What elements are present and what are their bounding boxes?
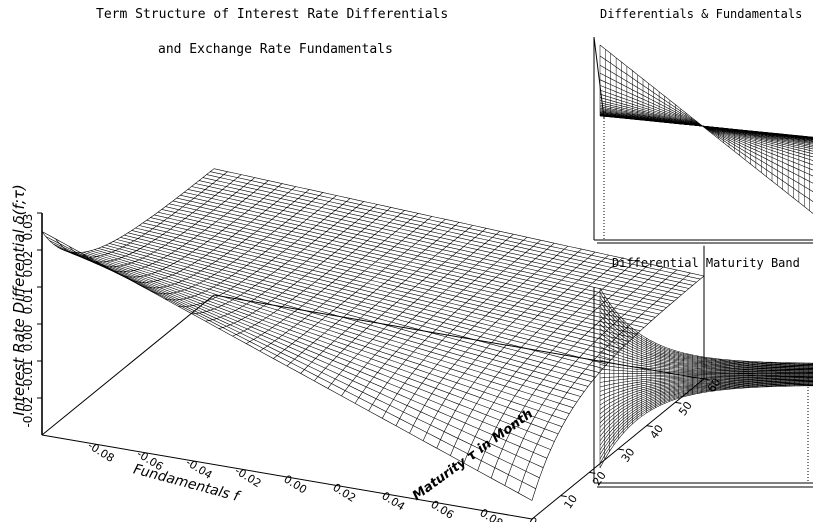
grid-line-maturity	[150, 217, 641, 332]
z-tick-label: 0.01	[21, 288, 35, 315]
panel1-edge	[593, 36, 605, 119]
grid-line-maturity	[202, 177, 693, 286]
grid-line-maturity	[146, 220, 637, 335]
grid-line-maturity	[109, 243, 600, 373]
grid-line-maturity	[161, 209, 652, 321]
panel2-curve	[599, 382, 813, 446]
grid-line-maturity	[83, 251, 574, 408]
grid-line-maturity	[94, 249, 585, 392]
panel2-curve	[599, 301, 813, 366]
grid-line-maturity	[157, 211, 648, 325]
grid-line-maturity	[64, 250, 555, 442]
grid-line-maturity	[127, 232, 619, 353]
z-tick-label: 0.03	[21, 214, 35, 241]
grid-line-maturity	[68, 251, 559, 435]
grid-line-maturity	[98, 248, 589, 387]
grid-line-maturity	[180, 194, 671, 305]
grid-line-maturity	[206, 174, 697, 283]
grid-line-maturity	[187, 189, 678, 299]
surface-wireframe	[41, 168, 705, 501]
grid-line-maturity	[101, 246, 592, 382]
grid-line-maturity	[53, 243, 544, 468]
z-tick-label: -0.01	[21, 359, 35, 390]
grid-line-maturity	[79, 252, 570, 414]
grid-line-maturity	[169, 203, 660, 315]
z-tick-label: 0.00	[21, 325, 35, 352]
z-tick-label: 0.02	[21, 251, 35, 278]
y-tick	[646, 425, 653, 428]
grid-line-maturity	[56, 246, 548, 459]
grid-line-maturity	[213, 168, 705, 277]
grid-line-maturity	[131, 230, 622, 349]
y-tick	[675, 401, 682, 404]
grid-line-maturity	[86, 251, 577, 403]
grid-line-maturity	[112, 241, 604, 369]
grid-line-maturity	[198, 180, 690, 289]
z-axis-title: Interest Rate Differential δ(f;τ)	[10, 184, 28, 416]
grid-line-maturity	[49, 240, 540, 479]
y-tick	[617, 448, 625, 451]
grid-line-maturity	[105, 244, 596, 378]
grid-line-maturity	[195, 183, 686, 292]
main-title-line2: and Exchange Rate Fundamentals	[158, 42, 393, 57]
axis-line	[41, 294, 215, 436]
grid-line-maturity	[210, 171, 701, 280]
grid-line-maturity	[135, 227, 626, 346]
grid-line-maturity	[191, 186, 682, 296]
side-title-top: Differentials & Fundamentals	[600, 7, 803, 21]
axis-line	[41, 434, 533, 520]
grid-line-maturity	[124, 234, 615, 357]
grid-line-maturity	[60, 248, 551, 450]
y-tick	[560, 495, 567, 498]
grid-line-maturity	[116, 239, 607, 365]
grid-line-maturity	[120, 237, 611, 361]
grid-line-maturity	[75, 252, 566, 421]
grid-line-maturity	[154, 214, 645, 328]
grid-line-maturity	[90, 250, 581, 397]
grid-line-maturity	[139, 225, 630, 342]
grid-line-maturity	[71, 252, 562, 427]
panel1-curve	[599, 115, 813, 138]
side-title-bottom: Differential Maturity Band	[612, 256, 800, 270]
panel2-curve	[599, 385, 813, 469]
grid-line-maturity	[142, 222, 634, 338]
grid-line-maturity	[165, 206, 656, 318]
panel2-curve	[599, 305, 813, 366]
grid-line-maturity	[176, 197, 667, 308]
grid-line-maturity	[172, 200, 663, 312]
x-tick-label: 0.10	[526, 515, 554, 522]
z-tick-label: -0.02	[21, 396, 35, 427]
panel2-curve	[599, 383, 813, 451]
grid-line-maturity	[184, 192, 675, 302]
main-title-line1: Term Structure of Interest Rate Differen…	[96, 7, 449, 22]
